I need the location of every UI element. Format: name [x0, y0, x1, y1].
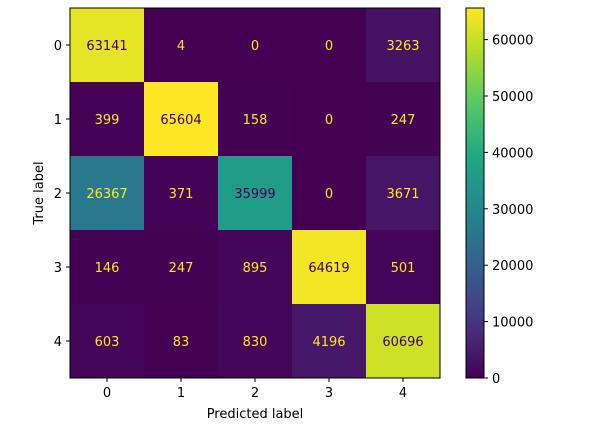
cell-value-label: 63141	[86, 39, 127, 54]
cell-value-label: 0	[325, 113, 333, 128]
heatmap-cell	[292, 230, 367, 305]
heatmap-cell	[70, 8, 145, 83]
heatmap-cell	[218, 156, 293, 231]
heatmap-cell	[70, 230, 145, 305]
colorbar-tick-label: 30000	[492, 203, 533, 218]
cell-value-label: 895	[243, 261, 268, 276]
cell-value-label: 4	[177, 39, 185, 54]
cell-value-label: 60696	[382, 335, 423, 350]
cell-value-label: 64619	[308, 261, 349, 276]
heatmap-cell	[218, 230, 293, 305]
cell-value-label: 247	[391, 113, 416, 128]
heatmap-cell	[70, 304, 145, 379]
heatmap-cell	[292, 156, 367, 231]
cell-value-label: 3263	[386, 39, 419, 54]
colorbar-tick-label: 40000	[492, 146, 533, 161]
x-tick-label: 1	[177, 386, 185, 401]
x-tick-label: 4	[399, 386, 407, 401]
cell-value-label: 65604	[160, 113, 201, 128]
heatmap-cells: 63141 4 0 0 3263 399 65604 158 0 247 26367 371 35999…	[70, 8, 441, 379]
colorbar-tick-label: 20000	[492, 259, 533, 274]
heatmap-cell	[70, 82, 145, 157]
cell-value-label: 603	[95, 335, 120, 350]
y-tick-label: 0	[54, 39, 62, 54]
colorbar-ticks: 0 10000 20000 30000 40000 50000 60000	[484, 34, 533, 387]
heatmap-cell	[292, 304, 367, 379]
colorbar-tick-label: 0	[492, 372, 500, 387]
heatmap-cell	[144, 304, 219, 379]
heatmap-cell	[218, 82, 293, 157]
heatmap-cell	[144, 230, 219, 305]
cell-value-label: 501	[391, 261, 416, 276]
colorbar	[465, 7, 485, 379]
y-axis-ticks: 0 1 2 3 4	[54, 39, 70, 350]
cell-value-label: 371	[169, 187, 194, 202]
y-tick-label: 2	[54, 187, 62, 202]
colorbar-tick-label: 60000	[492, 34, 533, 49]
y-tick-label: 3	[54, 261, 62, 276]
cell-value-label: 158	[243, 113, 268, 128]
cell-value-label: 83	[173, 335, 190, 350]
heatmap-cell	[218, 8, 293, 83]
colorbar-tick-label: 50000	[492, 90, 533, 105]
cell-value-label: 399	[95, 113, 120, 128]
x-tick-label: 3	[325, 386, 333, 401]
x-axis-label: Predicted label	[207, 407, 304, 422]
cell-value-label: 0	[325, 39, 333, 54]
x-tick-label: 2	[251, 386, 259, 401]
cell-value-label: 26367	[86, 187, 127, 202]
cell-value-label: 0	[251, 39, 259, 54]
heatmap-cell	[144, 8, 219, 83]
cell-value-label: 35999	[234, 187, 275, 202]
cell-value-label: 247	[169, 261, 194, 276]
heatmap-cell	[218, 304, 293, 379]
heatmap-cell	[366, 82, 441, 157]
colorbar-tick-label: 10000	[492, 316, 533, 331]
y-axis-label: True label	[32, 161, 47, 225]
heatmap-cell	[366, 156, 441, 231]
heatmap-cell	[366, 8, 441, 83]
heatmap-cell	[70, 156, 145, 231]
cell-value-label: 830	[243, 335, 268, 350]
heatmap-cell	[292, 82, 367, 157]
x-tick-label: 0	[103, 386, 111, 401]
x-axis-ticks: 0 1 2 3 4	[103, 378, 407, 401]
cell-value-label: 146	[95, 261, 120, 276]
heatmap-cell	[292, 8, 367, 83]
heatmap-cell	[144, 156, 219, 231]
cell-value-label: 3671	[386, 187, 419, 202]
y-tick-label: 4	[54, 335, 62, 350]
y-tick-label: 1	[54, 113, 62, 128]
heatmap-cell	[366, 304, 441, 379]
heatmap-cell	[144, 82, 219, 157]
heatmap-cell	[366, 230, 441, 305]
cell-value-label: 4196	[312, 335, 345, 350]
cell-value-label: 0	[325, 187, 333, 202]
